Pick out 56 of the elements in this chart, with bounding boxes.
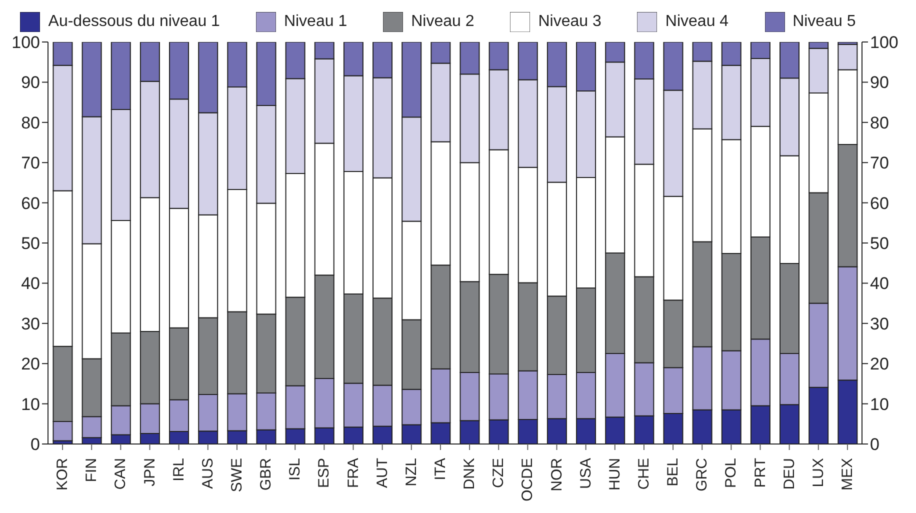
x-tick-label: CZE xyxy=(490,458,508,488)
y-tick-label: 60 xyxy=(21,194,40,213)
legend-label: Niveau 3 xyxy=(538,13,602,30)
x-tick-label: GRC xyxy=(694,458,711,492)
y2-tick-label: 70 xyxy=(870,154,889,173)
y2-tick-label: 30 xyxy=(870,314,889,334)
x-tick-label: LUX xyxy=(810,458,827,488)
legend-label: Niveau 4 xyxy=(665,13,729,30)
x-tick-label: ITA xyxy=(432,458,449,480)
y2-tick-label: 20 xyxy=(870,354,889,374)
y-tick-label: 10 xyxy=(21,394,40,414)
x-tick-label: DEU xyxy=(780,458,798,490)
x-tick-label: BEL xyxy=(664,458,682,486)
y-tick-label: 90 xyxy=(21,73,40,92)
x-tick-label: JPN xyxy=(141,458,158,486)
x-tick-label: ISL xyxy=(286,458,304,481)
x-tick-label: KOR xyxy=(54,458,72,491)
legend-label: Au-dessous du niveau 1 xyxy=(48,13,220,30)
y-tick-label: 80 xyxy=(21,113,40,132)
x-tick-label: GBR xyxy=(258,458,275,491)
y-tick-label: 100 xyxy=(12,33,40,52)
y-tick-label: 30 xyxy=(21,314,40,334)
y-tick-label: 50 xyxy=(21,234,40,254)
x-tick-label: OCDE xyxy=(519,458,536,502)
x-tick-label: NZL xyxy=(402,458,420,486)
x-tick-label: ESP xyxy=(316,458,333,488)
x-tick-label: CAN xyxy=(112,458,130,490)
y2-tick-label: 80 xyxy=(870,113,889,132)
x-tick-label: USA xyxy=(577,458,594,489)
x-tick-label: SWE xyxy=(228,458,246,492)
x-tick-label: MEX xyxy=(838,458,856,491)
y2-tick-label: 50 xyxy=(870,234,889,254)
legend-label: Niveau 5 xyxy=(792,13,856,30)
y-tick-label: 20 xyxy=(21,354,40,374)
x-tick-label: IRL xyxy=(170,458,188,482)
y-tick-label: 0 xyxy=(30,435,40,454)
x-tick-label: AUS xyxy=(199,458,216,489)
y2-tick-label: 90 xyxy=(870,73,889,92)
legend-label: Niveau 1 xyxy=(284,13,348,30)
x-tick-label: FRA xyxy=(344,458,362,488)
y2-tick-label: 100 xyxy=(870,33,898,52)
x-tick-label: PRT xyxy=(752,458,769,488)
y2-tick-label: 60 xyxy=(870,194,889,213)
y2-tick-label: 0 xyxy=(870,435,880,454)
x-tick-label: POL xyxy=(722,458,740,488)
x-tick-label: FIN xyxy=(83,458,100,482)
x-tick-label: HUN xyxy=(606,458,624,490)
y-tick-label: 70 xyxy=(21,154,40,173)
x-tick-label: CHE xyxy=(635,458,652,490)
legend-label: Niveau 2 xyxy=(411,13,474,30)
y2-tick-label: 10 xyxy=(870,394,889,414)
x-tick-label: AUT xyxy=(374,458,391,488)
x-tick-label: NOR xyxy=(548,458,566,492)
x-tick-label: DNK xyxy=(461,458,478,490)
y2-tick-label: 40 xyxy=(870,274,889,294)
y-tick-label: 40 xyxy=(21,274,40,294)
